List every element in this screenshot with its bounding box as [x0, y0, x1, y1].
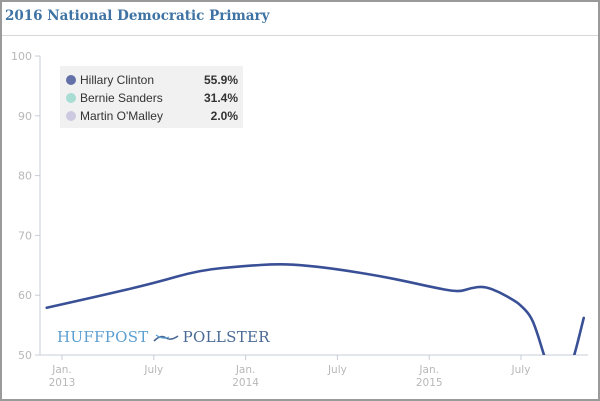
- x-tick-label: July: [143, 364, 163, 376]
- chart-title: 2016 National Democratic Primary: [5, 8, 270, 24]
- bird-icon: [153, 334, 179, 342]
- series-line-hillary-clinton: [45, 263, 586, 355]
- x-tick-label: Jan.: [418, 364, 439, 376]
- legend: Hillary Clinton 55.9% Bernie Sanders 31.…: [60, 66, 243, 128]
- x-tick-year-label: 2013: [49, 377, 76, 389]
- legend-label: Martin O'Malley: [80, 109, 163, 123]
- x-tick-label: Jan.: [235, 364, 256, 376]
- y-tick-label: 80: [18, 170, 32, 183]
- legend-label: Bernie Sanders: [80, 91, 163, 105]
- legend-value: 2.0%: [210, 109, 238, 123]
- x-tick-label: July: [327, 364, 347, 376]
- legend-value: 31.4%: [203, 91, 238, 105]
- legend-swatch: [66, 75, 76, 85]
- logo-huffpost: HUFFPOST: [57, 328, 149, 346]
- legend-item[interactable]: Bernie Sanders 31.4%: [66, 89, 238, 107]
- y-tick-label: 50: [18, 349, 32, 362]
- y-tick-label: 100: [11, 50, 32, 63]
- legend-item[interactable]: Martin O'Malley 2.0%: [66, 107, 238, 125]
- x-tick-label: Jan.: [51, 364, 72, 376]
- legend-value: 55.9%: [203, 73, 238, 87]
- y-tick-label: 60: [18, 289, 32, 302]
- legend-item[interactable]: Hillary Clinton 55.9%: [66, 71, 238, 89]
- huffpost-pollster-logo: HUFFPOST POLLSTER: [57, 328, 270, 346]
- legend-swatch: [66, 111, 76, 121]
- legend-swatch: [66, 93, 76, 103]
- x-tick-year-label: 2014: [232, 377, 259, 389]
- legend-label: Hillary Clinton: [80, 73, 155, 87]
- x-tick-year-label: 2015: [416, 377, 443, 389]
- y-tick-label: 90: [18, 110, 32, 123]
- x-tick-label: July: [511, 364, 531, 376]
- y-tick-label: 70: [18, 229, 32, 242]
- title-divider: [2, 35, 598, 36]
- logo-pollster: POLLSTER: [182, 328, 270, 346]
